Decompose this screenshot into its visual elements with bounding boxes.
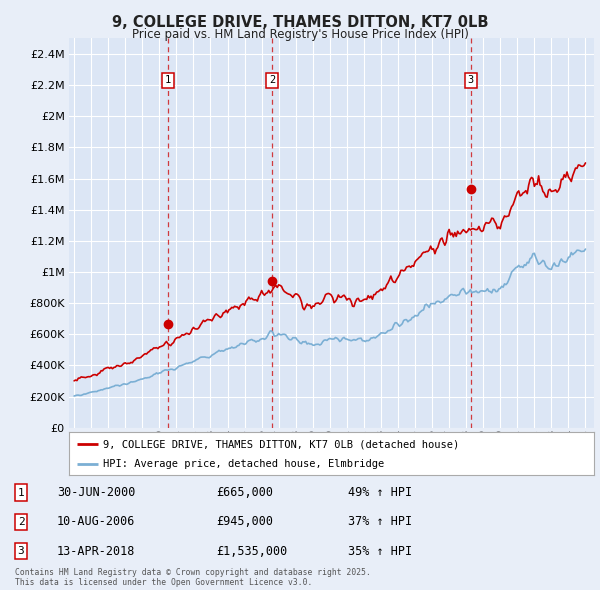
Text: 13-APR-2018: 13-APR-2018 — [57, 545, 136, 558]
Text: 1: 1 — [164, 76, 171, 86]
Text: 3: 3 — [468, 76, 474, 86]
Text: 35% ↑ HPI: 35% ↑ HPI — [348, 545, 412, 558]
Text: 9, COLLEGE DRIVE, THAMES DITTON, KT7 0LB: 9, COLLEGE DRIVE, THAMES DITTON, KT7 0LB — [112, 15, 488, 30]
Text: HPI: Average price, detached house, Elmbridge: HPI: Average price, detached house, Elmb… — [103, 460, 385, 469]
Text: £1,535,000: £1,535,000 — [216, 545, 287, 558]
Text: 49% ↑ HPI: 49% ↑ HPI — [348, 486, 412, 499]
Text: 9, COLLEGE DRIVE, THAMES DITTON, KT7 0LB (detached house): 9, COLLEGE DRIVE, THAMES DITTON, KT7 0LB… — [103, 440, 460, 450]
Text: £665,000: £665,000 — [216, 486, 273, 499]
Text: 37% ↑ HPI: 37% ↑ HPI — [348, 515, 412, 528]
Text: 30-JUN-2000: 30-JUN-2000 — [57, 486, 136, 499]
Text: 2: 2 — [269, 76, 275, 86]
Text: Contains HM Land Registry data © Crown copyright and database right 2025.
This d: Contains HM Land Registry data © Crown c… — [15, 568, 371, 587]
Text: 10-AUG-2006: 10-AUG-2006 — [57, 515, 136, 528]
Text: 1: 1 — [17, 487, 25, 497]
Text: 2: 2 — [17, 517, 25, 527]
Text: 3: 3 — [17, 546, 25, 556]
Text: £945,000: £945,000 — [216, 515, 273, 528]
Text: Price paid vs. HM Land Registry's House Price Index (HPI): Price paid vs. HM Land Registry's House … — [131, 28, 469, 41]
